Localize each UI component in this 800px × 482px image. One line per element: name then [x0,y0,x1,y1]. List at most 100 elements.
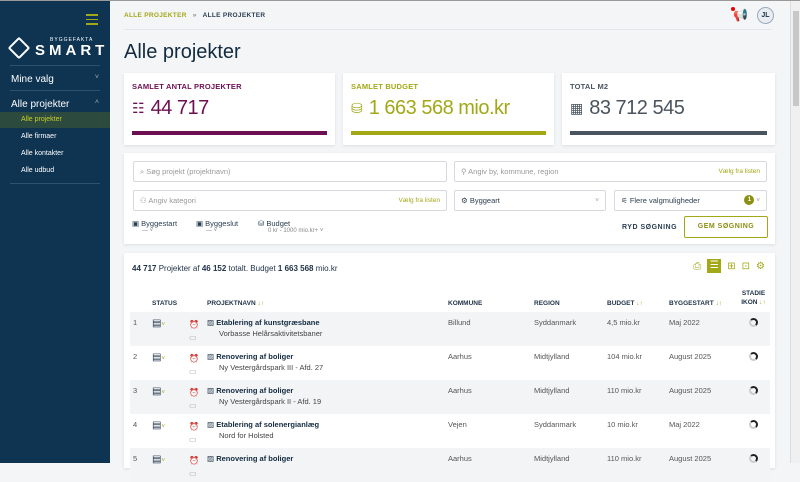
table-row[interactable]: 1 ▤˅ ⏰ ▭ ▨ Etablering af kunstgræsbane Vor… [130,312,770,346]
location-input[interactable]: ⚲ Angiv by, kommune, region Vælg fra list… [454,161,767,182]
budget-filter[interactable]: ⛁ Budget 0 kr - 1000 mio.kr+ ˅ [258,219,324,234]
avatar[interactable]: JL [757,7,774,24]
status-dropdown[interactable]: ▤˅ [152,414,189,448]
project-name-cell[interactable]: ▨ Renovering af boliger Ny Vestergårdspar… [207,380,448,414]
pick-from-list-button[interactable]: Vælg fra listen [718,168,760,175]
project-name[interactable]: Renovering af boliger [216,386,294,395]
list-view-icon[interactable]: ☰ [707,259,722,273]
status-dropdown[interactable]: ▤˅ [152,380,189,414]
nav-alle-projekter[interactable]: Alle projekter ˄ [11,99,99,110]
reminder-icon[interactable]: ⏰ [189,354,199,363]
clear-search-button[interactable]: RYD SØGNING [622,224,678,231]
chevron-down-icon: ˅ [161,390,165,396]
table-row[interactable]: 5 ▤˅ ⏰ ▭ ▨ Renovering af boliger Aarhus M… [130,448,770,482]
page-title: Alle projekter [124,41,241,63]
sidebar-item-alle-kontakter[interactable]: Alle kontakter [21,150,64,157]
grid-view-icon[interactable]: ⊞ [727,260,736,272]
reminder-icon[interactable]: ⏰ [189,422,199,431]
project-name-cell[interactable]: ▨ Renovering af boliger [207,448,448,482]
region-cell: Midtjylland [534,448,607,482]
status-dropdown[interactable]: ▤˅ [152,448,189,482]
byggestart-filter[interactable]: ▣ Byggestart — ˅ [132,219,178,234]
status-dropdown[interactable]: ▤˅ [152,346,189,380]
status-dropdown[interactable]: ▤˅ [152,312,189,346]
placeholder: Søg projekt (projektnavn) [146,167,231,176]
menu-icon[interactable] [86,14,98,28]
settings-icon[interactable]: ⚙ [756,260,765,272]
budget-cell: 104 mio.kr [607,352,643,361]
notification-dot [731,7,735,11]
header-status: STATUS [152,300,178,307]
reminder-icon[interactable]: ⏰ [189,320,199,329]
logo-text: SMART [35,42,109,59]
breadcrumb: ALLE PROJEKTER » ALLE PROJEKTER [124,12,265,19]
project-name[interactable]: Renovering af boliger [216,454,294,463]
byggeslut-filter[interactable]: ▣ Byggeslut — ˅ [196,219,239,234]
kommune-cell: Aarhus [448,380,534,414]
project-name-cell[interactable]: ▨ Etablering af kunstgræsbane Vorbasse He… [207,312,448,346]
more-options-select[interactable]: ⚟ Flere valgmuligheder 1 ˅ [614,190,767,211]
filter-label: Byggestart [141,219,178,228]
scrollbar-thumb[interactable] [793,11,799,106]
view-toolbar: ⎙ ☰ ⊞ ⊡ ⚙ [693,259,765,273]
header-byggestart[interactable]: BYGGESTART ↓↑ [669,300,722,307]
card-budget: SAMLET BUDGET ⛁ 1 663 568 mio.kr [343,73,554,145]
card-bar [570,131,767,135]
note-icon[interactable]: ▭ [189,333,197,342]
stage-icon [749,318,758,327]
note-icon[interactable]: ▭ [189,469,197,478]
kommune-cell: Aarhus [448,352,472,361]
kommune-cell: Vejen [448,420,467,429]
header-name[interactable]: PROJEKTNAVN ↓↑ [207,300,264,307]
byggestart-cell: Maj 2022 [669,312,737,346]
nav-label: Mine valg [11,74,54,85]
reminder-icon[interactable]: ⏰ [189,388,199,397]
category-input[interactable]: ⚇ Angiv kategori Vælg fra listen [133,190,447,211]
print-icon[interactable]: ⎙ [693,260,702,272]
breadcrumb-current: ALLE PROJEKTER [202,12,266,19]
divider [10,90,100,91]
project-name-cell[interactable]: ▨ Renovering af boliger Ny Vestergårdspar… [207,346,448,380]
map-view-icon[interactable]: ⊡ [741,260,751,272]
breadcrumb-link[interactable]: ALLE PROJEKTER [124,12,187,19]
project-name[interactable]: Etablering af solenergianlæg [216,420,320,429]
reminder-icon[interactable]: ⏰ [189,456,199,465]
stage-icon [749,420,758,429]
header-stadie[interactable]: STADIE IKON ↓↑ [741,290,766,306]
card-title: SAMLET ANTAL PROJEKTER [132,82,242,91]
table-row[interactable]: 2 ▤˅ ⏰ ▭ ▨ Renovering af boliger Ny Vester… [130,346,770,380]
region-cell: Syddanmark [534,312,607,346]
logo[interactable]: BYGGEFAKTA SMART [7,36,109,59]
placeholder: Angiv kategori [148,196,196,205]
filter-panel: ⌕ Søg projekt (projektnavn) ⚲ Angiv by, … [124,153,775,244]
note-icon[interactable]: ▭ [189,401,197,410]
header-budget[interactable]: BUDGET ↓↑ [607,300,643,307]
projects-table: STATUS PROJEKTNAVN ↓↑ KOMMUNE REGION BUD… [130,289,770,482]
chevron-down-icon: ˅ [595,197,599,204]
chevron-down-icon: ˅ [161,458,165,464]
byggeart-select[interactable]: ⚙ Byggeart ˅ [454,190,606,211]
sidebar-item-alle-firmaer[interactable]: Alle firmaer [21,133,57,140]
scrollbar[interactable] [790,1,800,463]
clipboard-icon: ▤ [152,454,162,465]
row-number: 2 [133,352,138,361]
announcement-icon[interactable]: 📢 [731,7,748,22]
save-search-button[interactable]: GEM SØGNING [684,216,768,238]
project-icon: ▨ [207,420,215,429]
note-icon[interactable]: ▭ [189,367,197,376]
table-row[interactable]: 3 ▤˅ ⏰ ▭ ▨ Renovering af boliger Ny Vester… [130,380,770,414]
pick-from-list-button[interactable]: Vælg fra listen [398,197,440,204]
table-row[interactable]: 4 ▤˅ ⏰ ▭ ▨ Etablering af solenergianlæg No… [130,414,770,448]
clipboard-icon: ▤ [152,386,162,397]
note-icon[interactable]: ▭ [189,435,197,444]
project-name-cell[interactable]: ▨ Etablering af solenergianlæg Nord for H… [207,414,448,448]
project-name[interactable]: Etablering af kunstgræsbane [216,318,320,327]
logo-sub: BYGGEFAKTA [50,37,94,43]
sidebar-item-alle-projekter[interactable]: Alle projekter [0,112,110,128]
search-input[interactable]: ⌕ Søg projekt (projektnavn) [133,161,447,182]
budget-cell: 10 mio.kr [607,420,638,429]
project-name[interactable]: Renovering af boliger [216,352,294,361]
chevron-down-icon: ˅ [161,424,165,430]
sidebar-item-alle-udbud[interactable]: Alle udbud [21,167,55,174]
nav-mine-valg[interactable]: Mine valg ˅ [11,74,99,85]
